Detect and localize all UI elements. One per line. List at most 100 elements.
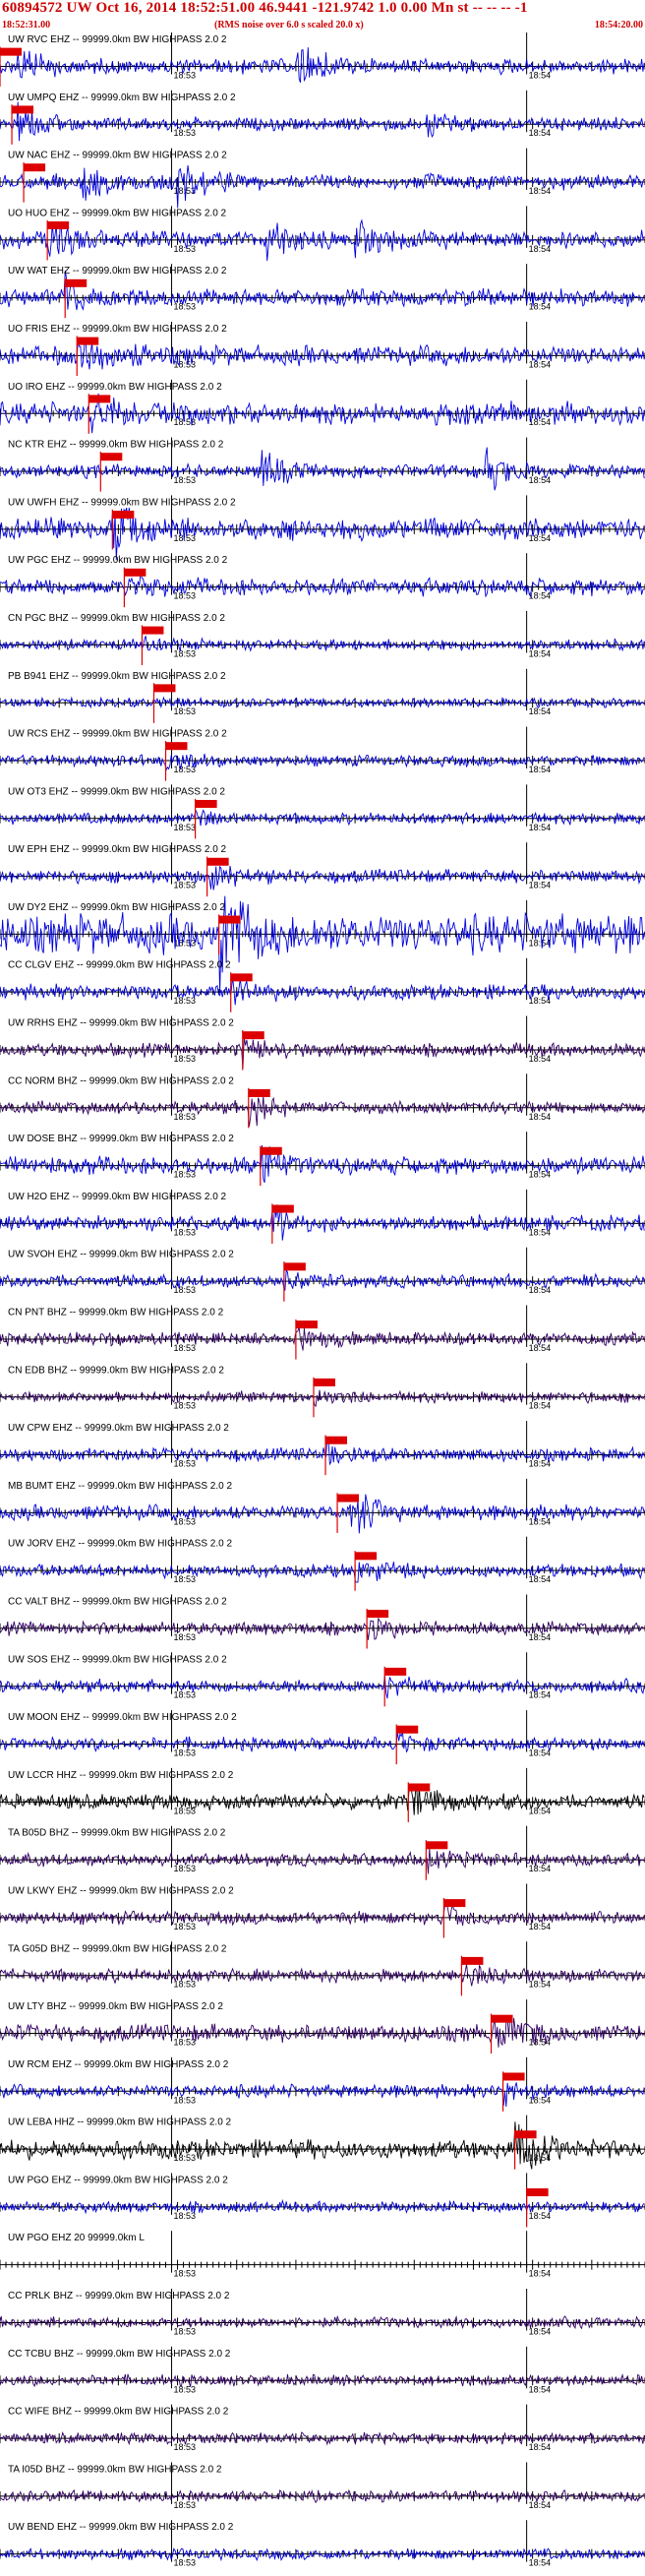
station-label: CC PRLK BHZ -- 99999.0km BW HIGHPASS 2.0… <box>8 2291 230 2301</box>
minute-tick-label: 18:53 <box>174 2269 197 2279</box>
minute-tick-label: 18:53 <box>174 1401 197 1411</box>
station-row: 18:53 18:54 UW LKWY EHZ -- 99999.0km BW HI… <box>0 1883 645 1938</box>
seismogram-chart: 18:53 18:54 UW RVC EHZ -- 99999.0km BW HIG… <box>0 32 645 2568</box>
minute-tick-label: 18:53 <box>174 2037 197 2047</box>
station-label: UW WAT EHZ -- 99999.0km BW HIGHPASS 2.0 … <box>8 266 227 276</box>
waveform-trace <box>0 1144 645 1184</box>
minute-tick-label: 18:54 <box>529 1516 552 1526</box>
minute-tick-label: 18:53 <box>174 938 197 948</box>
waveform-trace <box>0 636 645 652</box>
station-row: 18:53 18:54 CC PRLK BHZ -- 99999.0km BW HI… <box>0 2289 645 2336</box>
station-row: 18:53 18:54 UW UMPQ EHZ -- 99999.0km BW HI… <box>0 90 645 145</box>
minute-tick-label: 18:53 <box>174 244 197 254</box>
minute-tick-label: 18:53 <box>174 2211 197 2221</box>
station-label: PB B941 EHZ -- 99999.0km BW HIGHPASS 2.0… <box>8 671 226 682</box>
station-row: 18:53 18:54 UW LTY BHZ -- 99999.0km BW HIG… <box>0 1999 645 2055</box>
station-row: 18:53 18:54 UO IRO EHZ -- 99999.0km BW HIG… <box>0 379 645 434</box>
station-label: CC CLGV EHZ -- 99999.0km BW HIGHPASS 2.0… <box>8 960 231 971</box>
minute-tick-label: 18:53 <box>174 1170 197 1180</box>
minute-tick-label: 18:53 <box>174 881 197 890</box>
waveform-trace <box>0 1037 645 1070</box>
waveform-trace <box>0 696 645 709</box>
station-row: 18:53 18:54 UW H2O EHZ -- 99999.0km BW HIG… <box>0 1189 645 1244</box>
minute-tick-label: 18:54 <box>529 533 552 543</box>
waveform-trace <box>0 1438 645 1466</box>
minute-tick-label: 18:54 <box>529 2095 552 2105</box>
minute-tick-label: 18:54 <box>529 186 552 196</box>
minute-tick-label: 18:53 <box>174 996 197 1006</box>
minute-tick-label: 18:54 <box>529 1112 552 1122</box>
minute-tick-label: 18:54 <box>529 302 552 312</box>
waveform-trace <box>0 1562 645 1583</box>
station-label: UW LEBA HHZ -- 99999.0km BW HIGHPASS 2.0… <box>8 2117 232 2128</box>
station-row: 18:53 18:54 UW MOON EHZ -- 99999.0km BW HI… <box>0 1710 645 1765</box>
station-row: 18:53 18:54 MB BUMT EHZ -- 99999.0km BW HI… <box>0 1478 645 1534</box>
waveform-trace <box>0 507 645 561</box>
minute-tick-label: 18:53 <box>174 2326 197 2336</box>
minute-tick-label: 18:53 <box>174 1459 197 1469</box>
p-pick-flag <box>12 105 34 114</box>
station-label: UO IRO EHZ -- 99999.0km BW HIGHPASS 2.0 … <box>8 382 222 393</box>
minute-tick-label: 18:53 <box>174 2384 197 2394</box>
station-row: 18:53 18:54 CN EDB BHZ -- 99999.0km BW HIG… <box>0 1363 645 1418</box>
station-row: 18:53 18:54 UW PGO EHZ 20 99999.0km L <box>0 2231 645 2279</box>
waveform-trace <box>0 47 645 84</box>
minute-tick-label: 18:53 <box>174 2153 197 2163</box>
waveform-trace <box>0 808 645 827</box>
minute-tick-label: 18:54 <box>529 2037 552 2047</box>
station-row: 18:53 18:54 UW RCM EHZ -- 99999.0km BW HIG… <box>0 2056 645 2112</box>
station-label: UW PGO EHZ 20 99999.0km L <box>8 2233 145 2243</box>
waveform-trace <box>0 976 645 1006</box>
station-label: UW CPW EHZ -- 99999.0km BW HIGHPASS 2.0 … <box>8 1423 229 1434</box>
station-row: 18:53 18:54 UW JORV EHZ -- 99999.0km BW HI… <box>0 1536 645 1591</box>
minute-tick-label: 18:53 <box>174 417 197 427</box>
station-label: CC TCBU BHZ -- 99999.0km BW HIGHPASS 2.0… <box>8 2349 231 2360</box>
minute-tick-label: 18:53 <box>174 359 197 369</box>
station-row: 18:53 18:54 UW WAT EHZ -- 99999.0km BW HIG… <box>0 264 645 319</box>
minute-tick-label: 18:54 <box>529 1170 552 1180</box>
waveform-trace <box>0 2082 645 2108</box>
minute-tick-label: 18:54 <box>529 417 552 427</box>
p-pick-flag <box>88 395 111 403</box>
station-row: 18:53 18:54 CC NORM BHZ -- 99999.0km BW HI… <box>0 1073 645 1129</box>
minute-tick-label: 18:54 <box>529 1748 552 1758</box>
station-label: UW UWFH EHZ -- 99999.0km BW HIGHPASS 2.0… <box>8 497 236 508</box>
p-pick-flag <box>461 1956 484 1965</box>
minute-tick-label: 18:53 <box>174 1980 197 1990</box>
station-row: 18:53 18:54 CC VALT BHZ -- 99999.0km BW HI… <box>0 1594 645 1649</box>
p-pick-flag <box>153 684 176 693</box>
waveform-trace <box>0 895 645 994</box>
station-row: 18:53 18:54 UO HUO EHZ -- 99999.0km BW HIG… <box>0 206 645 262</box>
station-row: 18:53 18:54 TA B05D BHZ -- 99999.0km BW HI… <box>0 1825 645 1880</box>
waveform-trace <box>0 1731 645 1753</box>
station-label: NC KTR EHZ -- 99999.0km BW HIGHPASS 2.0 … <box>8 440 224 451</box>
station-label: UW PGC EHZ -- 99999.0km BW HIGHPASS 2.0 … <box>8 555 228 566</box>
minute-tick-label: 18:53 <box>174 1864 197 1873</box>
station-label: UW H2O EHZ -- 99999.0km BW HIGHPASS 2.0 … <box>8 1192 227 1202</box>
station-label: UO HUO EHZ -- 99999.0km BW HIGHPASS 2.0 … <box>8 208 227 218</box>
waveform-trace <box>0 1494 645 1534</box>
minute-tick-label: 18:53 <box>174 2095 197 2105</box>
minute-tick-label: 18:53 <box>174 1285 197 1295</box>
station-row: 18:53 18:54 CC TCBU BHZ -- 99999.0km BW HI… <box>0 2346 645 2394</box>
station-label: UW MOON EHZ -- 99999.0km BW HIGHPASS 2.0… <box>8 1712 237 1723</box>
minute-tick-label: 18:53 <box>174 1632 197 1642</box>
waveform-trace <box>0 1389 645 1408</box>
p-pick-flag <box>396 1725 419 1734</box>
station-label: UW DY2 EHZ -- 99999.0km BW HIGHPASS 2.0 … <box>8 902 225 913</box>
station-label: UW RCM EHZ -- 99999.0km BW HIGHPASS 2.0 … <box>8 2059 229 2070</box>
waveform-trace <box>0 164 645 209</box>
station-row: 18:53 18:54 UW SVOH EHZ -- 99999.0km BW HI… <box>0 1247 645 1302</box>
p-pick-flag <box>443 1899 466 1908</box>
p-pick-flag <box>47 221 70 230</box>
station-label: UW JORV EHZ -- 99999.0km BW HIGHPASS 2.0… <box>8 1539 232 1550</box>
minute-tick-label: 18:53 <box>174 1112 197 1122</box>
minute-tick-label: 18:53 <box>174 648 197 658</box>
minute-tick-label: 18:53 <box>174 1690 197 1700</box>
end-time-label: 18:54:20.00 <box>594 20 643 31</box>
p-pick-flag <box>408 1783 431 1792</box>
p-pick-flag <box>367 1610 389 1619</box>
station-label: MB BUMT EHZ -- 99999.0km BW HIGHPASS 2.0… <box>8 1481 232 1492</box>
p-pick-flag <box>313 1378 335 1386</box>
